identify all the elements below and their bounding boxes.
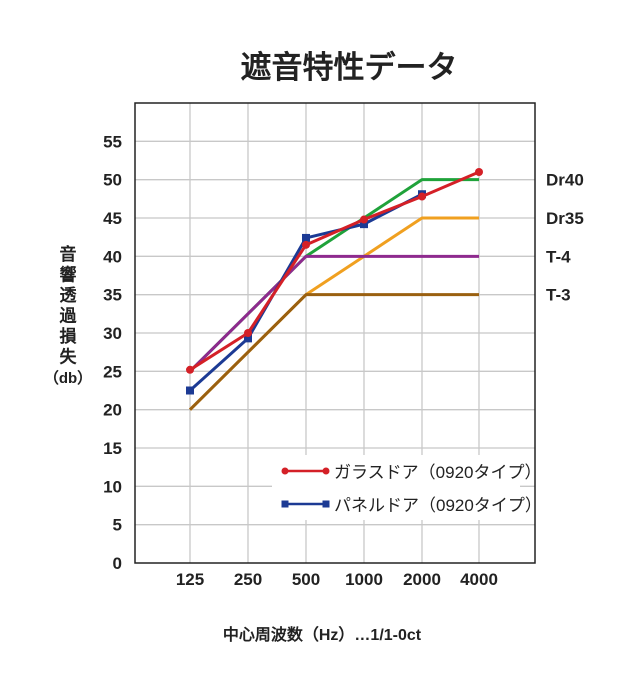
reference-line-dr35 [188,216,479,411]
y-tick-label: 15 [103,439,122,458]
x-tick-label: 500 [292,570,320,589]
y-axis-label: 損 [60,326,78,346]
y-axis-label: 失 [60,347,78,367]
x-axis-label: 中心周波数（Hz）…1/1-0ct [223,625,422,644]
legend-marker-square [281,500,289,508]
x-tick-label: 250 [234,570,262,589]
legend-marker-circle [281,467,289,475]
data-point-square [360,220,368,229]
y-tick-label: 10 [103,477,122,496]
y-axis-label: 透 [60,285,78,305]
y-tick-label: 30 [103,324,122,343]
data-point-circle [418,192,426,201]
y-axis-label: 響 [60,265,77,285]
data-point-square [244,334,252,343]
y-axis-label: 音 [60,244,77,264]
data-point-circle [475,168,483,176]
x-tick-label: 125 [176,570,204,589]
legend-marker-circle [322,467,330,475]
legend-label: パネルドア（0920タイプ） [334,496,542,515]
y-tick-label: 55 [103,132,122,151]
y-tick-label: 40 [103,247,122,266]
reference-label: T-3 [546,286,571,305]
data-point-circle [186,365,194,374]
data-point-square [186,386,194,395]
y-tick-label: 5 [113,516,122,535]
chart-title: 遮音特性データ [241,50,458,85]
legend-marker-square [322,500,330,508]
reference-line-t-3 [188,293,479,411]
series-line [189,170,480,372]
data-point-circle [244,329,252,337]
data-point-square [302,233,310,242]
y-tick-label: 50 [103,171,122,190]
reference-label: Dr35 [546,209,584,228]
x-tick-label: 2000 [403,570,441,589]
legend-box [272,455,520,520]
y-tick-label: 45 [103,209,122,228]
data-point-circle [302,240,310,249]
y-tick-label: 0 [113,554,122,573]
x-tick-label: 4000 [460,570,498,589]
y-tick-label: 25 [103,362,122,381]
reference-line-t-4 [188,254,479,373]
legend-label: ガラスドア（0920タイプ） [334,463,541,482]
y-axis-label: 過 [60,307,78,326]
data-point-circle [360,215,368,224]
plot-frame [134,102,536,564]
x-tick-label: 1000 [345,570,383,589]
y-axis-label: （db） [44,369,92,387]
reference-label: Dr40 [546,171,584,190]
reference-label: T-4 [546,247,571,266]
y-tick-label: 35 [103,286,122,305]
y-tick-label: 20 [103,401,122,420]
